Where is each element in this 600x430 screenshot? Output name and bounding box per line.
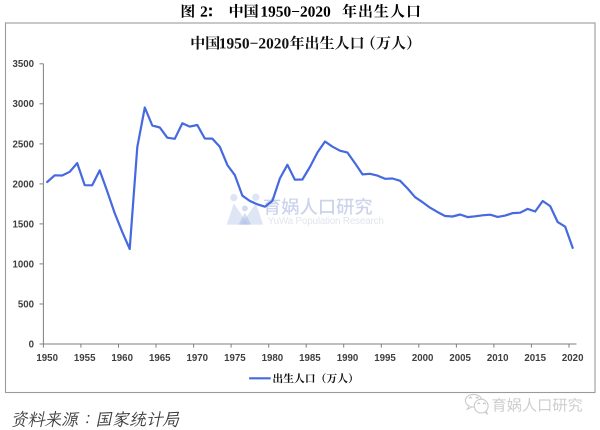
svg-text:1950: 1950 (36, 353, 58, 364)
svg-text:1975: 1975 (224, 353, 246, 364)
svg-text:2010: 2010 (487, 353, 509, 364)
svg-text:0: 0 (29, 339, 34, 350)
svg-text:2020: 2020 (562, 353, 584, 364)
svg-text:1000: 1000 (12, 259, 34, 270)
svg-text:1965: 1965 (149, 353, 171, 364)
svg-text:500: 500 (18, 299, 34, 310)
svg-text:2000: 2000 (412, 353, 434, 364)
svg-text:1980: 1980 (262, 353, 284, 364)
svg-text:1990: 1990 (337, 353, 359, 364)
svg-text:1960: 1960 (111, 353, 133, 364)
svg-text:2500: 2500 (12, 139, 34, 150)
svg-text:1970: 1970 (187, 353, 209, 364)
svg-text:2005: 2005 (449, 353, 471, 364)
svg-text:2015: 2015 (524, 353, 546, 364)
svg-text:3000: 3000 (12, 99, 34, 110)
svg-text:YuWa Population Research: YuWa Population Research (268, 216, 384, 227)
svg-text:1500: 1500 (12, 219, 34, 230)
svg-text:2000: 2000 (12, 179, 34, 190)
svg-text:1985: 1985 (299, 353, 321, 364)
svg-text:1955: 1955 (74, 353, 96, 364)
svg-text:3500: 3500 (12, 59, 34, 70)
svg-text:1995: 1995 (374, 353, 396, 364)
